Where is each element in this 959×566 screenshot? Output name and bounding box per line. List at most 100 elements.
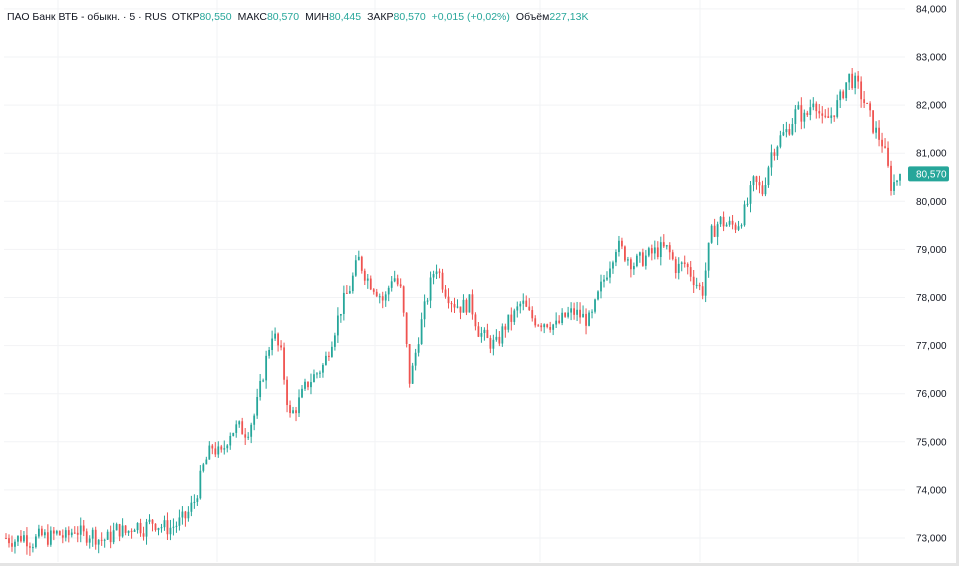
price-axis: 73,000 74,000 75,000 76,000 77,000 78,000 79,0… <box>916 4 947 544</box>
candle-body <box>139 522 142 534</box>
candle-body <box>573 308 575 315</box>
open-value: 80,550 <box>199 11 232 23</box>
candle-body <box>154 523 157 531</box>
y-tick-label: 76,000 <box>916 389 947 400</box>
candle-body <box>184 511 187 519</box>
candle-body <box>519 303 522 307</box>
candle-body <box>507 314 510 330</box>
candle-body <box>5 538 7 539</box>
y-tick-label: 75,000 <box>916 437 947 448</box>
candle-body <box>653 247 656 254</box>
candle-body <box>869 103 872 111</box>
candle-body <box>483 329 486 334</box>
candle-body <box>247 436 250 438</box>
candle-body <box>181 511 184 518</box>
candle-body <box>761 185 764 195</box>
candle-body <box>109 531 112 543</box>
candle-body <box>163 520 166 528</box>
candle-body <box>597 291 599 300</box>
candle-body <box>322 364 324 373</box>
candle-body <box>70 532 73 536</box>
candle-body <box>169 527 172 535</box>
candle-body <box>325 355 327 365</box>
candle-body <box>190 502 193 512</box>
candle-body <box>561 312 564 323</box>
candle-body <box>881 139 883 147</box>
candle-body <box>630 259 632 270</box>
candle-body <box>307 381 309 388</box>
candle-body <box>393 278 396 282</box>
high-value: 80,570 <box>266 11 300 23</box>
candle-body <box>262 380 265 382</box>
candle-body <box>833 115 836 117</box>
candle-body <box>812 103 815 108</box>
candle-body <box>220 446 223 450</box>
candle-body <box>486 329 489 338</box>
candle-body <box>501 326 504 344</box>
candle-body <box>100 539 103 541</box>
symbol-title[interactable]: ПАО Банк ВТБ - обыкн. · 5 · RUS <box>7 11 167 23</box>
candle-body <box>46 532 49 545</box>
candles <box>5 67 901 556</box>
candle-body <box>495 336 498 340</box>
candle-body <box>647 248 650 256</box>
candle-body <box>381 296 384 301</box>
candle-body <box>166 520 169 535</box>
low-value: 80,445 <box>328 11 362 23</box>
candle-body <box>848 73 851 83</box>
candle-body <box>438 271 441 273</box>
candle-body <box>809 107 812 115</box>
candle-body <box>360 256 363 271</box>
candle-body <box>67 530 70 536</box>
candle-body <box>839 91 842 101</box>
candle-body <box>489 337 492 349</box>
candle-body <box>827 116 830 118</box>
candle-body <box>513 310 516 322</box>
candle-body <box>399 284 402 287</box>
candle-body <box>579 309 581 318</box>
candle-body <box>124 525 127 533</box>
candle-body <box>11 543 13 547</box>
y-tick-label: 81,000 <box>916 149 947 160</box>
candle-body <box>292 410 294 414</box>
candle-body <box>313 374 315 383</box>
candle-body <box>217 446 220 455</box>
candle-body <box>510 314 513 322</box>
candle-body <box>208 445 211 460</box>
candle-body <box>37 528 40 537</box>
candle-body <box>866 102 869 104</box>
candle-body <box>58 531 61 536</box>
candle-body <box>570 308 573 313</box>
candle-body <box>336 315 339 336</box>
candle-body <box>767 167 770 186</box>
y-tick-label: 77,000 <box>916 341 947 352</box>
candle-body <box>537 325 540 327</box>
candle-body <box>797 105 800 110</box>
candle-body <box>818 111 821 114</box>
y-tick-label: 79,000 <box>916 245 947 256</box>
candle-body <box>106 531 109 540</box>
candle-body <box>842 91 845 99</box>
change-value: +0,015 (+0,02%) <box>431 11 510 23</box>
candle-body <box>875 127 877 133</box>
candle-body <box>585 313 587 326</box>
candle-body <box>378 296 381 298</box>
candle-body <box>830 115 833 118</box>
candle-body <box>800 105 803 122</box>
candle-body <box>301 388 303 398</box>
candle-body <box>710 225 713 243</box>
candle-body <box>435 271 438 275</box>
candle-body <box>64 530 67 538</box>
candle-body <box>878 127 880 140</box>
candle-body <box>408 343 411 384</box>
candle-body <box>612 262 614 269</box>
candle-body <box>211 445 214 449</box>
candle-body <box>755 176 758 183</box>
candle-body <box>366 278 369 281</box>
candle-body <box>863 99 866 103</box>
candle-body <box>372 289 375 292</box>
candle-body <box>316 373 318 375</box>
candle-body <box>719 216 722 225</box>
candle-body <box>351 275 354 292</box>
